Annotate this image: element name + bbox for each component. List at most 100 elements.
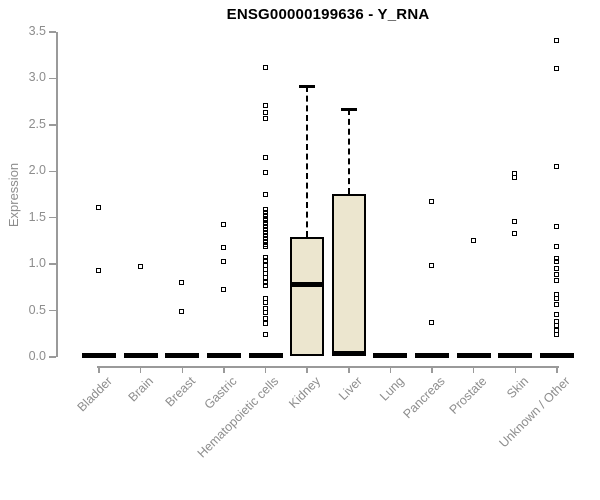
data-point [553,259,559,265]
median-bar [165,352,200,358]
data-point [470,237,476,243]
x-tick [223,366,225,373]
data-point [262,310,268,316]
data-point [262,224,268,229]
data-point [96,205,101,211]
x-tick [389,366,392,373]
median-bar [82,352,116,358]
median-bar [539,352,574,358]
data-point [553,66,559,72]
data-point [553,265,559,271]
data-point [262,215,268,221]
y-tick [49,124,56,126]
data-point [553,323,559,329]
data-point [262,170,268,176]
y-tick-label: 2.0 [28,163,46,178]
x-tick-label: Hematopoietic cells [194,374,282,461]
data-point [137,263,143,269]
x-tick-label: Prostate [446,374,490,417]
data-point [262,210,268,216]
data-point [553,312,559,318]
data-point [262,116,268,122]
data-point [512,219,518,225]
data-point [553,331,559,337]
data-point [262,236,268,242]
y-tick-label: 2.5 [28,116,46,131]
data-point [220,245,226,251]
data-point [262,238,268,244]
data-point [429,263,435,268]
data-point [262,212,268,218]
data-point [512,174,518,180]
data-point [262,241,268,247]
y-tick [49,31,56,33]
x-tick-label: Breast [162,374,199,410]
data-point [553,291,559,297]
data-point [179,309,185,315]
median-bar [206,352,241,358]
box-median-line [290,282,325,288]
data-point [262,283,268,289]
x-tick-label: Kidney [286,374,324,411]
y-tick [49,263,56,265]
data-point [262,155,268,161]
data-point [553,163,559,169]
data-point [262,218,268,224]
data-point [262,192,268,198]
data-point [262,258,268,264]
x-tick-label: Pancreas [400,374,448,422]
x-tick [181,366,184,373]
data-point [553,38,559,44]
data-point [262,109,268,115]
data-point [553,224,559,229]
y-tick-label: 3.0 [28,70,46,85]
data-point [512,230,518,236]
data-point [262,275,268,281]
x-tick-label: Liver [335,374,365,404]
y-axis-line [56,32,58,357]
y-tick [49,309,56,312]
data-point [553,277,559,283]
data-point [220,259,226,265]
data-point [262,233,268,239]
median-bar [373,352,408,358]
y-tick [49,170,56,173]
data-point [553,318,559,324]
data-point [262,226,268,232]
y-tick-label: 1.0 [28,256,46,271]
x-tick [472,366,475,373]
data-point [429,319,435,325]
x-tick [514,366,517,373]
box-median-line [331,351,366,356]
median-bar [498,352,533,358]
whisker-cap [299,84,316,88]
box-liver [331,193,366,356]
data-point [262,300,268,306]
data-point [262,331,268,337]
x-tick [556,366,558,373]
whisker-line [306,85,309,238]
y-tick-label: 1.5 [28,209,46,224]
x-tick [98,366,100,373]
median-bar [123,352,158,358]
data-point [553,272,559,278]
data-point [220,287,226,293]
x-tick [264,366,267,373]
data-point [96,267,101,273]
box-kidney [290,237,325,356]
data-point [262,221,268,227]
data-point [429,198,435,204]
x-tick-label: Gastric [201,374,240,412]
median-bar [248,352,283,358]
x-tick-label: Bladder [74,374,115,415]
y-tick-label: 0.0 [28,349,46,363]
median-bar [456,352,491,358]
x-tick-label: Brain [126,374,157,405]
data-point [262,266,268,272]
data-point [262,207,268,213]
data-point [553,302,559,307]
whisker-cap [340,108,357,112]
data-point [262,320,268,326]
data-point [262,295,268,301]
